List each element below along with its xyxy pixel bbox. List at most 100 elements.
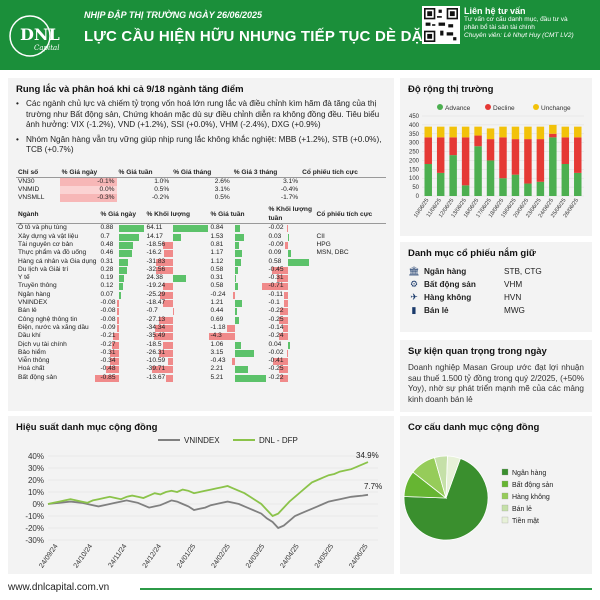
data-bar — [113, 333, 120, 341]
data-bar — [167, 358, 174, 366]
week-change: 0.84 — [208, 224, 266, 233]
breadth-chart: Advance Decline Unchange 0 50 100 150 200 250 300… — [409, 104, 584, 219]
summary-panel: Rung lắc và phân hoá khi cả 9/18 ngành t… — [8, 78, 394, 411]
data-bar — [173, 233, 181, 241]
bar-advance — [574, 172, 582, 196]
value-text: 0.81 — [210, 240, 224, 248]
bar-decline — [461, 137, 470, 186]
logo-sub: Capital — [34, 44, 59, 52]
value-text: -26.31 — [146, 348, 166, 356]
building-icon: ⚙ — [409, 279, 419, 289]
performance-panel: Hiệu suất danh mục cộng đồng 40% 30% 20% 10… — [8, 416, 394, 574]
data-bar — [234, 225, 240, 233]
week-change: 3.15 — [208, 349, 266, 357]
x-tick-label: 24/06/25 — [348, 543, 369, 569]
bar-decline — [436, 137, 445, 173]
week-volume-change: -0.02 — [266, 349, 314, 357]
holding-row: ✈ Hàng không HVN — [408, 291, 584, 304]
end-label-dfp: 34.9% — [356, 451, 379, 460]
header-subtitle: NHỊP ĐẬP THỊ TRƯỜNG NGÀY 26/06/2025 — [84, 10, 263, 20]
qr-code-icon[interactable] — [422, 6, 460, 44]
contact-line1: Tư vấn cơ cấu danh mục, đầu tư và — [464, 16, 568, 23]
legend-swatch — [501, 516, 509, 524]
footer-url[interactable]: www.dnlcapital.com.vn — [8, 582, 110, 593]
holding-row: ⚙ Bất động sản VHM — [408, 278, 584, 291]
table-header: % Khối lượng — [144, 205, 209, 225]
sector-name: Tài nguyên cơ bản — [18, 240, 73, 248]
holding-sector: Hàng không — [424, 293, 472, 302]
table-row: VNMID 0.0% 0.5% 3.1% -0.4% — [16, 185, 386, 195]
summary-bullet: Nhóm Ngân hàng vẫn trụ vững giúp nhịp ru… — [16, 135, 386, 156]
value-text: 0.58 — [268, 257, 282, 265]
value-cell: 3.1% — [214, 185, 230, 193]
week-volume-change: -0.02 — [266, 224, 314, 233]
value-cell: -0.2% — [151, 194, 170, 202]
table-row: Dịch vụ tài chính -0.27 -18.5 1.06 0.04 — [16, 341, 386, 349]
table-row: Điện, nước và xăng dầu -0.09 -34.34 -1.18 -0… — [16, 324, 386, 332]
contact-title: Liên hệ tư vấn — [464, 6, 526, 16]
header-title: LỰC CẦU HIỆN HỮU NHƯNG TIẾP TỤC DÈ DẶT — [84, 28, 432, 45]
contact-box: Liên hệ tư vấn Tư vấn cơ cấu danh mục, đ… — [464, 6, 596, 40]
value-text: -0.34 — [100, 357, 116, 365]
week-change: 0.69 — [208, 316, 266, 324]
pie-slice — [403, 458, 489, 541]
bar-unchange — [524, 126, 532, 140]
week-change: -4.3 — [208, 332, 266, 341]
pie-slice — [445, 455, 461, 499]
bar-decline — [524, 139, 532, 184]
value-text: -0.85 — [100, 373, 116, 381]
day-change: -0.09 — [98, 324, 144, 332]
week-volume-change: -0.45 — [266, 266, 314, 274]
bar-advance — [524, 183, 532, 196]
value-cell: 0.5% — [214, 194, 230, 202]
bar-unchange — [474, 126, 482, 136]
value-text: -0.21 — [100, 332, 116, 340]
week-volume-change: -0.1 — [266, 299, 314, 308]
data-bar — [234, 308, 238, 316]
footer-divider — [140, 588, 592, 590]
table-header: % Giá tháng — [171, 167, 232, 178]
holding-stocks: HVN — [504, 293, 522, 302]
x-tick-label: 24/10/24 — [73, 543, 94, 569]
data-bar — [110, 349, 120, 357]
value-cell: -0.4% — [280, 185, 299, 193]
holding-stocks: STB, CTG — [504, 267, 542, 276]
table-header: Chỉ số — [16, 167, 60, 178]
volume-change: -31.83 — [144, 258, 208, 266]
holdings-panel: Danh mục cổ phiếu nắm giữ 🏛 Ngân hàng STB,… — [400, 242, 592, 332]
legend-label: DNL - DFP — [259, 436, 298, 445]
bar-decline — [536, 139, 545, 182]
bar-advance — [486, 160, 495, 196]
day-change: -0.08 — [98, 307, 144, 316]
value-text: -0.45 — [268, 265, 284, 273]
data-bar — [119, 266, 127, 274]
data-bar — [109, 358, 120, 366]
bar-decline — [574, 137, 582, 173]
value-cell — [300, 186, 386, 194]
value-text: 0.48 — [100, 240, 114, 248]
volume-change: -13.67 — [144, 374, 208, 382]
day-change: 0.12 — [98, 282, 144, 291]
volume-change: -27.13 — [144, 316, 208, 324]
day-change: 0.31 — [98, 258, 144, 266]
value-text: 0.88 — [100, 224, 114, 232]
footer: www.dnlcapital.com.vn — [0, 578, 600, 600]
week-change: 5.21 — [208, 374, 266, 382]
bar-unchange — [511, 126, 520, 140]
positive-stocks — [314, 224, 386, 233]
value-text: -31.83 — [146, 257, 166, 265]
sector-name: Điện, nước và xăng dầu — [18, 323, 89, 331]
data-bar — [288, 341, 290, 349]
bar-advance — [461, 185, 470, 196]
value-text: -34.34 — [146, 323, 166, 331]
bar-advance — [561, 164, 570, 196]
data-bar — [234, 241, 240, 249]
bar-advance — [474, 146, 482, 196]
value-text: -1.18 — [210, 323, 226, 331]
positive-stocks — [314, 299, 386, 307]
value-text: -10.59 — [146, 357, 166, 365]
bar-advance — [424, 164, 432, 196]
week-volume-change: -0.25 — [266, 316, 314, 324]
sector-name: Dầu khí — [18, 332, 41, 340]
data-bar — [165, 374, 174, 382]
